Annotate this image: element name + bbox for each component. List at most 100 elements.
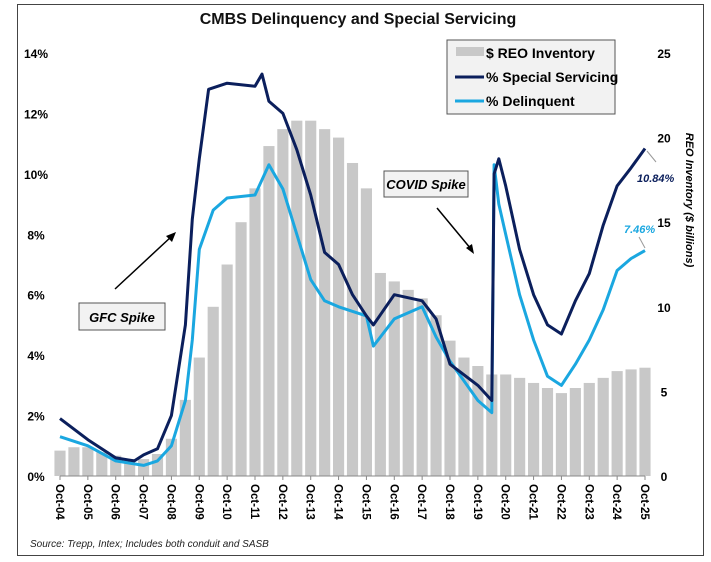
reo-bar (374, 272, 386, 476)
x-tick-label: Oct-16 (387, 484, 399, 520)
reo-bar (207, 306, 219, 476)
y-right-tick-label: 15 (657, 216, 671, 230)
reo-bar (179, 399, 191, 476)
reo-bar (597, 377, 609, 476)
delinquent-end-leader (638, 236, 646, 249)
x-tick-label: Oct-13 (304, 484, 316, 520)
reo-bar (500, 374, 512, 476)
right-axis-label: REO Inventory ($ billions) (683, 133, 695, 268)
reo-bar (346, 162, 359, 477)
covid-label-box (383, 170, 469, 198)
special-end-label: 10.84% (637, 173, 675, 185)
reo-bar (96, 452, 108, 476)
y-left-tick-label: 6% (27, 289, 45, 303)
reo-bar (151, 454, 164, 476)
y-right-tick-label: 5 (661, 385, 668, 399)
x-tick-label: Oct-21 (527, 484, 539, 520)
x-tick-label: Oct-07 (137, 484, 149, 520)
reo-bar (165, 438, 177, 476)
x-tick-label: Oct-12 (276, 484, 288, 520)
legend-swatch-reo (456, 47, 484, 56)
gfc-arrow (114, 235, 173, 290)
reo-bar (444, 340, 456, 476)
y-left-tick-label: 10% (24, 168, 48, 182)
reo-bar (458, 357, 470, 476)
reo-bar (249, 188, 261, 477)
y-right-tick-label: 20 (657, 132, 671, 146)
y-right-tick-label: 10 (657, 301, 671, 315)
legend: $ REO Inventory % Special Servicing % De… (446, 39, 618, 115)
x-tick-label: Oct-23 (582, 484, 594, 520)
y-left-tick-label: 4% (27, 349, 45, 363)
reo-bar (291, 120, 303, 477)
reo-bar (639, 367, 651, 476)
legend-reo: $ REO Inventory (486, 45, 595, 61)
legend-special: % Special Servicing (486, 69, 618, 85)
y-right-tick-label: 0 (661, 470, 668, 484)
x-tick-label: Oct-06 (109, 484, 121, 520)
x-tick-label: Oct-20 (499, 484, 511, 520)
reo-bar (541, 388, 554, 476)
covid-label: COVID Spike (386, 177, 465, 192)
reo-bar (124, 459, 136, 476)
x-tick-label: Oct-25 (638, 484, 650, 520)
reo-bar (583, 382, 595, 476)
gfc-label-box (78, 302, 166, 331)
reo-bar (319, 129, 331, 476)
reo-bar (193, 357, 205, 476)
reo-bar (486, 374, 498, 476)
reo-bar (305, 120, 317, 477)
reo-bar (54, 450, 66, 476)
covid-arrowhead-icon (466, 244, 474, 254)
x-tick-label: Oct-15 (359, 484, 371, 520)
x-tick-label: Oct-05 (81, 484, 93, 520)
reo-bars (54, 120, 651, 477)
reo-bar (528, 382, 540, 476)
x-tick-label: Oct-10 (220, 484, 232, 520)
reo-bar (472, 366, 484, 476)
reo-bar (625, 369, 637, 476)
gfc-label: GFC Spike (89, 310, 155, 325)
reo-bar (235, 222, 247, 476)
x-tick-label: Oct-22 (554, 484, 566, 520)
y-left-tick-label: 8% (27, 228, 45, 242)
y-left-tick-label: 2% (27, 410, 45, 424)
reo-bar (430, 315, 442, 476)
covid-arrow (436, 207, 472, 250)
gfc-annotation: GFC Spike (78, 232, 176, 331)
x-tick-label: Oct-24 (610, 484, 622, 520)
reo-bar (611, 371, 623, 476)
gfc-arrowhead-icon (166, 232, 176, 242)
legend-delinquent: % Delinquent (486, 93, 575, 109)
y-left-tick-label: 12% (24, 107, 48, 121)
reo-bar (360, 188, 372, 477)
chart-frame (17, 4, 704, 556)
reo-bar (110, 455, 122, 476)
y-left-tick-label: 0% (27, 470, 45, 484)
reo-bar (138, 459, 150, 476)
delinquent-line (59, 163, 646, 467)
reo-bar (569, 388, 581, 476)
chart-title: CMBS Delinquency and Special Servicing (200, 11, 517, 28)
special-end-leader (646, 150, 657, 163)
x-tick-label: Oct-14 (332, 484, 344, 520)
x-tick-label: Oct-19 (471, 484, 483, 520)
reo-bar (388, 281, 400, 476)
delinquent-end-label: 7.46% (624, 224, 655, 236)
reo-bar (416, 298, 428, 476)
x-tick-label: Oct-04 (53, 484, 65, 520)
x-tick-label: Oct-09 (192, 484, 204, 520)
source-note: Source: Trepp, Intex; Includes both cond… (30, 539, 269, 550)
y-left-tick-label: 14% (24, 47, 48, 61)
x-tick-label: Oct-17 (415, 484, 427, 520)
x-tick-label: Oct-11 (248, 484, 260, 520)
y-right-tick-label: 25 (657, 47, 671, 61)
reo-bar (82, 447, 94, 476)
special-servicing-line (59, 72, 647, 463)
reo-bar (555, 393, 567, 476)
covid-annotation: COVID Spike (383, 170, 474, 254)
reo-bar (221, 264, 233, 476)
reo-bar (514, 377, 526, 476)
x-tick-label: Oct-08 (164, 484, 176, 520)
